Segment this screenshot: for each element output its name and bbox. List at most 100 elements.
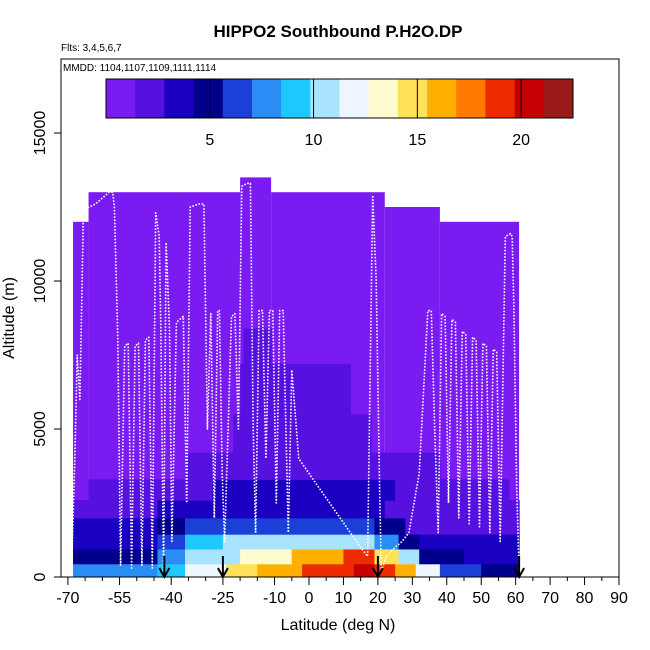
x-tick-label: 10 [335, 590, 353, 607]
humidity-cell [419, 534, 520, 550]
humidity-cell [185, 534, 224, 550]
colorbar-swatch [543, 79, 574, 118]
x-tick-label: -55 [108, 590, 131, 607]
x-tick-label: -40 [160, 590, 183, 607]
chart-title: HIPPO2 Southbound P.H2O.DP [213, 22, 462, 41]
humidity-cell [164, 479, 214, 501]
humidity-cell [384, 500, 520, 519]
humidity-cell [291, 548, 345, 565]
humidity-cell [398, 548, 420, 565]
humidity-cell [212, 479, 396, 501]
humidity-cell [446, 479, 510, 501]
x-tick-label: -70 [56, 590, 79, 607]
y-tick-label: 10000 [32, 259, 49, 304]
x-tick-label: 80 [576, 590, 594, 607]
humidity-cell [73, 500, 159, 519]
x-tick-label: 40 [438, 590, 456, 607]
humidity-cell [415, 563, 441, 577]
flights-subtitle: Flts: 3,4,5,6,7 [61, 43, 122, 54]
colorbar-swatch [222, 79, 253, 118]
humidity-cell [281, 363, 351, 415]
y-tick-label: 0 [32, 572, 49, 581]
y-axis: 0 5000 10000 15000 [32, 111, 61, 581]
colorbar-swatch [397, 79, 428, 118]
humidity-cell [157, 548, 186, 565]
humidity-cell [73, 563, 159, 577]
x-tick-label: 60 [507, 590, 525, 607]
colorbar-swatch [281, 79, 311, 118]
flight-track [380, 232, 520, 572]
humidity-cell [405, 517, 520, 535]
humidity-cell [395, 563, 417, 577]
humidity-cell [226, 563, 258, 577]
humidity-cell [302, 563, 355, 577]
colorbar-swatch [427, 79, 457, 118]
column-fill [73, 221, 89, 577]
x-tick-label: 30 [403, 590, 421, 607]
colorbar-swatch [310, 79, 340, 118]
x-tick-label: -10 [263, 590, 286, 607]
humidity-cell [73, 517, 159, 535]
flight-tracks-layer [70, 182, 520, 577]
humidity-cell [240, 548, 293, 565]
colorbar-swatch [339, 79, 370, 118]
humidity-cell [205, 500, 386, 519]
humidity-cell [439, 563, 482, 577]
x-tick-label: 20 [369, 590, 387, 607]
humidity-cell [222, 534, 376, 550]
humidity-cell [274, 414, 372, 454]
dates-subtitle: MMDD: 1104,1107,1109,1111,1114 [63, 63, 217, 74]
humidity-cell [226, 452, 386, 480]
colorbar-swatch [106, 79, 136, 118]
humidity-cell [257, 563, 303, 577]
colorbar-swatch [485, 79, 516, 118]
colorbar-swatch [135, 79, 165, 118]
humidity-cell [73, 534, 159, 550]
colorbar-tick-label: 10 [305, 132, 323, 149]
x-tick-label: 90 [610, 590, 628, 607]
humidity-cell [374, 534, 400, 550]
x-axis: -70 -55 -40 -25 -10 0 10 20 30 40 50 60 70 80 90 [56, 576, 628, 607]
x-tick-label: -25 [211, 590, 234, 607]
colorbar-swatch [251, 79, 282, 118]
colorbar-tick-label: 15 [408, 132, 426, 149]
humidity-cell [395, 479, 448, 501]
humidity-cell [185, 563, 227, 577]
humidity-cell [233, 414, 276, 454]
humidity-cell [353, 563, 376, 577]
humidity-cell [157, 500, 207, 519]
colorbar-tick-label: 5 [205, 132, 214, 149]
x-tick-label: 50 [472, 590, 490, 607]
colorbar-swatch [368, 79, 399, 118]
flight-track [70, 191, 165, 577]
colorbar-frame [105, 78, 574, 119]
humidity-cell [73, 548, 159, 565]
colorbar-swatch [456, 79, 486, 118]
humidity-cell [464, 548, 520, 565]
x-axis-label: Latitude (deg N) [281, 617, 396, 634]
y-tick-label: 5000 [32, 411, 49, 447]
y-axis-label: Altitude (m) [1, 277, 18, 359]
humidity-cells-layer [73, 328, 520, 577]
humidity-cell [240, 363, 283, 415]
humidity-cell [343, 548, 376, 565]
colorbar-swatch [164, 79, 195, 118]
x-tick-label: 70 [541, 590, 559, 607]
colorbar: 5 10 15 20 [105, 78, 574, 149]
humidity-cell [185, 517, 376, 535]
colorbar-tick-label: 20 [512, 132, 530, 149]
humidity-cell [384, 452, 441, 480]
colorbar-swatch [514, 79, 545, 118]
x-tick-label: 0 [305, 590, 314, 607]
humidity-cell [398, 534, 420, 550]
humidity-cell [185, 548, 241, 565]
flight-track [254, 194, 383, 572]
humidity-cell [88, 479, 165, 501]
humidity-cell [374, 517, 407, 535]
y-tick-label: 15000 [32, 111, 49, 156]
flight-track [162, 182, 257, 572]
humidity-cell [419, 548, 465, 565]
colorbar-swatch [193, 79, 224, 118]
humidity-cell [185, 452, 227, 480]
